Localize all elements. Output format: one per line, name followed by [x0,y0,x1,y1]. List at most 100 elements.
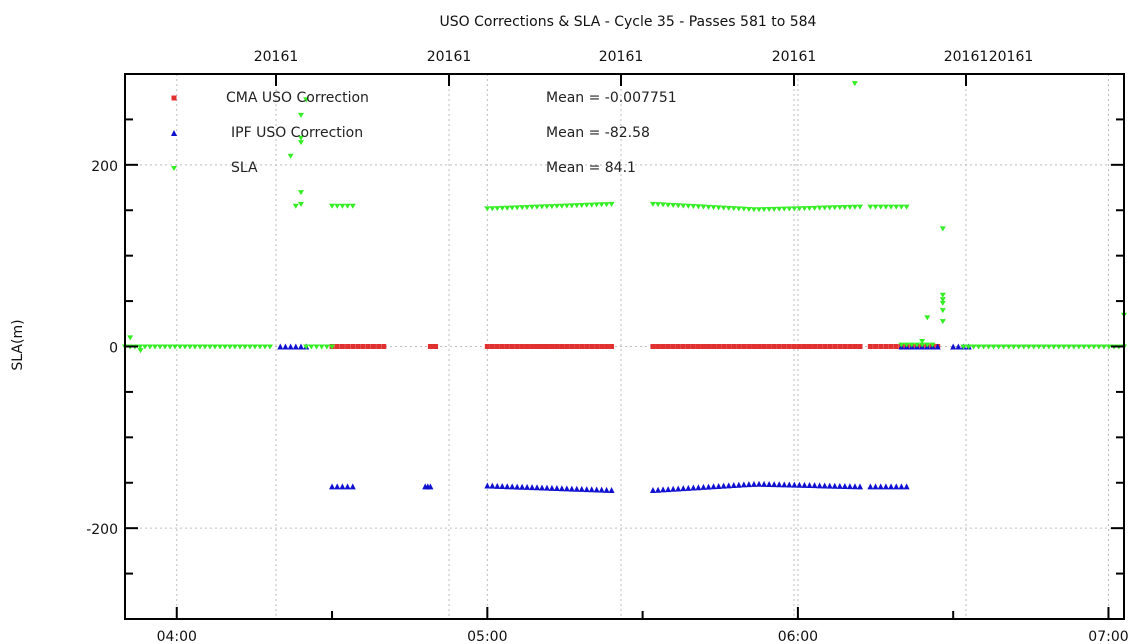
series-2-segment-4-point-10 [700,204,707,210]
series-2-segment-0-point-18 [211,344,218,350]
legend: CMA USO Correction Mean = -0.007751 IPF US… [171,90,677,176]
series-1-segment-4-point-24 [771,481,778,488]
series-2-segment-7-point-14 [1030,344,1037,350]
series-1-segment-5-point-6 [898,483,905,490]
series-1-segment-4-point-25 [776,481,783,488]
series-2-segment-3-point-23 [598,202,605,208]
series-2-point-18 [939,292,946,298]
legend-label-0: CMA USO Correction [226,90,369,106]
series-1-segment-3-point-7 [519,483,526,490]
series-0 [329,344,941,349]
series-0-segment-2-point-7 [519,344,525,349]
series-1-segment-4-point-7 [685,484,692,491]
series-1-segment-4-point-35 [826,482,833,489]
series-2-segment-4-point-34 [821,205,828,211]
series-1-segment-3-point-22 [593,486,600,493]
legend-entry-2: SLA Mean = 84.1 [171,160,636,176]
series-1-segment-0-point-4 [297,343,304,350]
series-0-segment-0-point-7 [365,344,371,349]
series-0-segment-3-point-32 [812,344,818,349]
series-1-segment-3-point-5 [509,483,516,490]
series-0-segment-3-point-3 [665,344,671,349]
series-2-segment-3-point-11 [538,204,545,210]
series-2-segment-0-point-25 [246,344,253,350]
series-0-segment-3-point-24 [771,344,777,349]
series-0-segment-3-point-19 [746,344,752,349]
series-1-segment-2-point-2 [427,483,434,490]
series-2-segment-7-point-4 [980,344,987,350]
series-1-segment-5-point-7 [903,483,910,490]
series-1-segment-5-point-3 [882,483,889,490]
x-tick-bottom-label-2: 06:00 [778,629,818,644]
series-2-segment-4-point-30 [801,206,808,212]
series-1-segment-4-point-0 [649,487,656,494]
series-2-segment-4-point-9 [695,204,702,210]
legend-marker-2 [171,166,177,171]
series-1-segment-1-point-0 [329,483,336,490]
series-2-segment-0-point-11 [176,344,183,350]
series-2-segment-3-point-22 [593,202,600,208]
series-1-segment-7-point-0 [950,343,957,350]
x-tick-top-label-3: 20161 [772,49,817,65]
series-1-segment-4-point-8 [690,484,697,491]
series-2-segment-3-point-20 [583,202,590,208]
series-0-segment-3-point-41 [857,344,863,349]
series-1-segment-4-point-30 [801,481,808,488]
series-2-segment-4-point-36 [831,205,838,211]
series-2-segment-4-point-19 [745,206,752,212]
series-0-segment-3-point-22 [761,344,767,349]
series-2-segment-3-point-12 [543,204,550,210]
series-2-segment-0-point-16 [201,344,208,350]
series-0-segment-3-point-11 [706,344,712,349]
series-0-segment-0-point-8 [370,344,376,349]
series-1-segment-0-point-2 [287,343,294,350]
series-1-segment-4-point-33 [816,482,823,489]
series-2-segment-0-point-14 [191,344,198,350]
series-2-point-16 [939,300,946,306]
series-0-segment-2-point-10 [534,344,540,349]
series-1-segment-5-point-2 [877,483,884,490]
series-0-segment-2-point-21 [589,344,595,349]
series-2-point-10 [851,81,858,87]
series-2-segment-2-point-1 [334,203,341,209]
series-1-segment-3-point-20 [583,486,590,493]
series-2-point-4 [297,201,304,207]
series-0-segment-3-point-9 [695,344,701,349]
series-0-segment-2-point-11 [539,344,545,349]
series-0-segment-3-point-0 [650,344,656,349]
series-2-point-1 [137,348,144,354]
series-1-segment-3-point-11 [538,484,545,491]
data-layer [122,81,1127,494]
series-2-segment-4-point-16 [730,206,737,212]
series-2-segment-0-point-27 [256,344,263,350]
series-1-segment-3-point-3 [499,483,506,490]
series-0-segment-0-point-9 [376,344,382,349]
series-0-segment-3-point-12 [711,344,717,349]
series-1-segment-3-point-21 [588,486,595,493]
series-2-segment-0-point-15 [196,344,203,350]
x-tick-bottom-label-0: 04:00 [157,629,197,644]
series-1-segment-3-point-10 [534,484,541,491]
series-1-segment-3-point-14 [553,485,560,492]
series-2-segment-4-point-11 [705,204,712,210]
series-0-segment-2-point-5 [509,344,515,349]
x-tick-top-label-1: 20161 [427,49,472,65]
legend-entry-0: CMA USO Correction Mean = -0.007751 [171,90,677,106]
series-1-segment-4-point-23 [766,480,773,487]
series-0-segment-0-point-1 [334,344,340,349]
series-2-point-6 [297,140,304,146]
series-2-segment-7-point-2 [970,344,977,350]
series-2-segment-4-point-15 [725,205,732,211]
series-2-segment-7-point-7 [995,344,1002,350]
series-0-segment-3-point-20 [751,344,757,349]
series-1-segment-4-point-40 [851,483,858,490]
series-2-segment-3-point-25 [608,201,615,207]
series-2-segment-2-point-2 [339,203,346,209]
series-2-segment-4-point-6 [680,203,687,209]
series-2 [122,81,1127,354]
series-1-segment-4-point-38 [841,482,848,489]
series-1-segment-3-point-8 [524,483,531,490]
series-0-segment-2-point-25 [609,344,615,349]
series-0-segment-2-point-17 [569,344,575,349]
series-2-segment-0-point-5 [146,344,153,350]
